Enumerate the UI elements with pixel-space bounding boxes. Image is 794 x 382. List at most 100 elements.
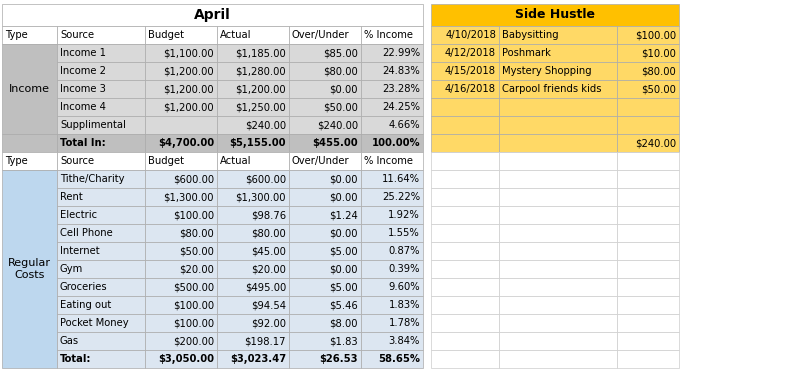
Text: April: April	[194, 8, 231, 22]
Bar	[145, 224, 217, 242]
Text: $1,200.00: $1,200.00	[164, 66, 214, 76]
Bar	[289, 44, 361, 62]
Text: $1,250.00: $1,250.00	[235, 102, 286, 112]
Text: 4.66%: 4.66%	[388, 120, 420, 130]
Bar	[145, 206, 217, 224]
Text: $240.00: $240.00	[245, 120, 286, 130]
Bar	[499, 314, 617, 332]
Bar	[289, 188, 361, 206]
Bar	[289, 80, 361, 98]
Text: $80.00: $80.00	[179, 228, 214, 238]
Text: 4/15/2018: 4/15/2018	[445, 66, 496, 76]
Bar	[617, 170, 679, 188]
Text: $240.00: $240.00	[635, 138, 676, 148]
Text: Tithe/Charity: Tithe/Charity	[60, 174, 125, 184]
Bar	[145, 260, 217, 278]
Text: $80.00: $80.00	[251, 228, 286, 238]
Bar	[217, 278, 289, 296]
Bar	[145, 62, 217, 80]
Text: $0.00: $0.00	[330, 264, 358, 274]
Text: Total:: Total:	[60, 354, 91, 364]
Text: $3,050.00: $3,050.00	[158, 354, 214, 364]
Text: Rent: Rent	[60, 192, 83, 202]
Text: Gym: Gym	[60, 264, 83, 274]
Text: 11.64%: 11.64%	[382, 174, 420, 184]
Text: $100.00: $100.00	[173, 210, 214, 220]
Bar	[2, 26, 57, 44]
Text: $45.00: $45.00	[251, 246, 286, 256]
Text: $92.00: $92.00	[251, 318, 286, 328]
Bar	[499, 296, 617, 314]
Text: Babysitting: Babysitting	[502, 30, 559, 40]
Bar	[361, 188, 423, 206]
Bar	[499, 242, 617, 260]
Bar	[361, 278, 423, 296]
Text: Carpool friends kids: Carpool friends kids	[502, 84, 602, 94]
Bar	[57, 188, 145, 206]
Bar	[57, 242, 145, 260]
Text: $1,100.00: $1,100.00	[164, 48, 214, 58]
Bar	[361, 80, 423, 98]
Bar	[361, 134, 423, 152]
Text: Gas: Gas	[60, 336, 79, 346]
Text: 23.28%: 23.28%	[382, 84, 420, 94]
Text: 25.22%: 25.22%	[382, 192, 420, 202]
Bar	[431, 224, 499, 242]
Bar	[2, 152, 57, 170]
Text: $20.00: $20.00	[179, 264, 214, 274]
Text: $600.00: $600.00	[173, 174, 214, 184]
Text: Actual: Actual	[220, 156, 252, 166]
Bar	[499, 44, 617, 62]
Text: $5.00: $5.00	[330, 282, 358, 292]
Bar	[617, 296, 679, 314]
Text: % Income: % Income	[364, 156, 413, 166]
Text: 1.92%: 1.92%	[388, 210, 420, 220]
Text: $495.00: $495.00	[245, 282, 286, 292]
Bar	[217, 188, 289, 206]
Text: Income 2: Income 2	[60, 66, 106, 76]
Bar	[361, 116, 423, 134]
Text: $10.00: $10.00	[641, 48, 676, 58]
Bar	[57, 350, 145, 368]
Bar	[617, 278, 679, 296]
Text: $200.00: $200.00	[173, 336, 214, 346]
Bar	[361, 350, 423, 368]
Bar	[617, 260, 679, 278]
Bar	[217, 242, 289, 260]
Bar	[361, 224, 423, 242]
Bar	[217, 80, 289, 98]
Text: $80.00: $80.00	[323, 66, 358, 76]
Text: 22.99%: 22.99%	[382, 48, 420, 58]
Text: Electric: Electric	[60, 210, 97, 220]
Text: $0.00: $0.00	[330, 192, 358, 202]
Bar	[361, 98, 423, 116]
Text: $100.00: $100.00	[173, 300, 214, 310]
Bar	[431, 4, 679, 26]
Bar	[289, 26, 361, 44]
Bar	[431, 350, 499, 368]
Bar	[145, 134, 217, 152]
Text: $1,185.00: $1,185.00	[235, 48, 286, 58]
Bar	[217, 260, 289, 278]
Bar	[617, 44, 679, 62]
Bar	[499, 188, 617, 206]
Text: Actual: Actual	[220, 30, 252, 40]
Bar	[617, 242, 679, 260]
Bar	[617, 116, 679, 134]
Bar	[617, 134, 679, 152]
Text: $1.24: $1.24	[330, 210, 358, 220]
Text: $455.00: $455.00	[312, 138, 358, 148]
Text: $94.54: $94.54	[251, 300, 286, 310]
Text: Over/Under: Over/Under	[292, 30, 349, 40]
Text: 4/16/2018: 4/16/2018	[445, 84, 496, 94]
Bar	[431, 98, 499, 116]
Bar	[217, 170, 289, 188]
Bar	[361, 44, 423, 62]
Bar	[57, 26, 145, 44]
Text: Type: Type	[5, 156, 28, 166]
Bar	[499, 332, 617, 350]
Text: $98.76: $98.76	[251, 210, 286, 220]
Bar	[145, 314, 217, 332]
Bar	[617, 80, 679, 98]
Bar	[217, 152, 289, 170]
